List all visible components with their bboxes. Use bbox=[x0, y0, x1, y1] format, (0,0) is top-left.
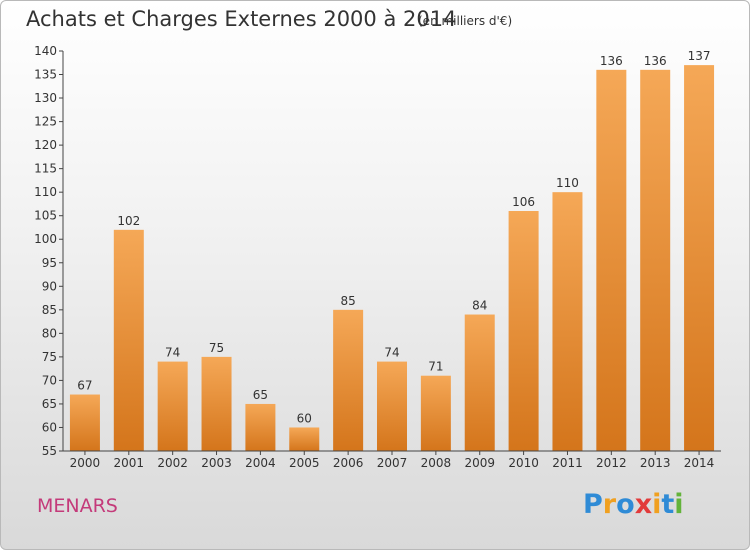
y-tick-label: 105 bbox=[34, 209, 57, 223]
bar-2001 bbox=[113, 229, 144, 451]
bar-value-label: 74 bbox=[384, 346, 399, 360]
y-tick-label: 90 bbox=[42, 279, 57, 293]
y-tick-label: 55 bbox=[42, 444, 57, 458]
y-tick-label: 120 bbox=[34, 138, 57, 152]
x-tick-label: 2007 bbox=[377, 456, 408, 470]
y-axis: 55 60 65 70 75 80 85 90 95 100 105 110 115 120 125 130 1… bbox=[34, 44, 64, 458]
x-tick-label: 2006 bbox=[333, 456, 364, 470]
x-tick-label: 2013 bbox=[640, 456, 671, 470]
bar-2004 bbox=[245, 403, 276, 451]
x-tick-label: 2011 bbox=[552, 456, 583, 470]
x-tick-label: 2003 bbox=[201, 456, 232, 470]
logo-letter: i bbox=[652, 489, 662, 520]
bar-value-label: 65 bbox=[253, 388, 268, 402]
x-tick-label: 2009 bbox=[464, 456, 495, 470]
y-tick-label: 140 bbox=[34, 44, 57, 58]
bar-value-label: 67 bbox=[77, 379, 92, 393]
logo-letter: x bbox=[634, 489, 653, 520]
y-tick-label: 110 bbox=[34, 185, 57, 199]
y-tick-label: 100 bbox=[34, 232, 57, 246]
commune-name: MENARS bbox=[37, 495, 118, 517]
x-tick-label: 2000 bbox=[70, 456, 101, 470]
bar-value-label: 136 bbox=[644, 54, 667, 68]
x-tick-label: 2008 bbox=[421, 456, 452, 470]
x-tick-label: 2002 bbox=[157, 456, 188, 470]
bar-value-label: 84 bbox=[472, 299, 487, 313]
bar-value-label: 75 bbox=[209, 341, 224, 355]
bar-2013 bbox=[640, 69, 671, 451]
bar-2014 bbox=[684, 65, 715, 451]
y-tick-label: 95 bbox=[42, 256, 57, 270]
bar-2003 bbox=[201, 356, 232, 451]
proxiti-logo: Proxiti bbox=[583, 489, 684, 520]
x-tick-label: 2010 bbox=[508, 456, 539, 470]
logo-letter: o bbox=[616, 489, 635, 520]
y-tick-label: 125 bbox=[34, 115, 57, 129]
bar-2000 bbox=[69, 394, 100, 451]
chart-subtitle: (en milliers d'€) bbox=[418, 14, 513, 28]
bar-value-label: 137 bbox=[688, 49, 711, 63]
y-tick-label: 130 bbox=[34, 91, 57, 105]
y-tick-label: 60 bbox=[42, 420, 57, 434]
bar-2012 bbox=[596, 69, 627, 451]
x-tick-label: 2004 bbox=[245, 456, 276, 470]
bars: 67 102 74 75 65 60 85 74 71 84 106 110 136 136 137 bbox=[69, 49, 715, 452]
x-tick-label: 2014 bbox=[684, 456, 715, 470]
bar-value-label: 74 bbox=[165, 346, 180, 360]
bar-2005 bbox=[289, 427, 320, 451]
bar-2011 bbox=[552, 192, 583, 452]
bar-value-label: 136 bbox=[600, 54, 623, 68]
x-tick-label: 2001 bbox=[114, 456, 145, 470]
logo-letter: t bbox=[661, 489, 675, 520]
logo-letter: i bbox=[674, 489, 684, 520]
bar-value-label: 106 bbox=[512, 195, 535, 209]
bar-value-label: 60 bbox=[297, 411, 312, 425]
logo-letter: P bbox=[583, 489, 603, 520]
x-tick-label: 2012 bbox=[596, 456, 627, 470]
chart-title: Achats et Charges Externes 2000 à 2014 bbox=[26, 7, 457, 31]
logo-letter: r bbox=[602, 489, 617, 520]
y-tick-label: 80 bbox=[42, 326, 57, 340]
y-tick-label: 65 bbox=[42, 397, 57, 411]
x-tick-label: 2005 bbox=[289, 456, 320, 470]
y-tick-label: 115 bbox=[34, 162, 57, 176]
bar-value-label: 71 bbox=[428, 360, 443, 374]
bar-value-label: 85 bbox=[340, 294, 355, 308]
bar-2008 bbox=[420, 375, 451, 451]
bar-value-label: 102 bbox=[117, 214, 140, 228]
y-tick-label: 70 bbox=[42, 373, 57, 387]
bar-2002 bbox=[157, 361, 188, 451]
x-axis: 2000 2001 2002 2003 2004 2005 2006 2007 2008 2009… bbox=[63, 450, 721, 470]
bar-value-label: 110 bbox=[556, 176, 579, 190]
bar-2010 bbox=[508, 211, 539, 451]
y-tick-label: 135 bbox=[34, 68, 57, 82]
bar-2009 bbox=[464, 314, 495, 451]
bar-2007 bbox=[377, 361, 407, 451]
y-tick-label: 75 bbox=[42, 350, 57, 364]
y-tick-label: 85 bbox=[42, 303, 57, 317]
bar-2006 bbox=[333, 309, 364, 451]
